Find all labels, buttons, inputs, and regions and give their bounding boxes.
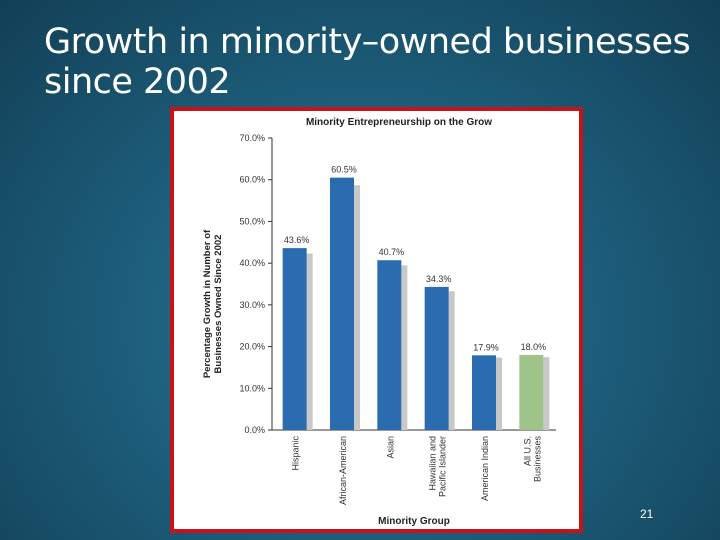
page-number: 21 xyxy=(640,507,654,521)
y-axis-label-line: Businesses Owned Since 2002 xyxy=(213,235,224,374)
bar-value-label: 34.3% xyxy=(426,274,452,284)
bar xyxy=(377,260,402,430)
x-category-label-line: All U.S. xyxy=(522,436,532,466)
bar-value-label: 60.5% xyxy=(331,165,357,175)
y-axis-label-line: Percentage Growth in Number of xyxy=(202,229,213,378)
x-category-label: African-American xyxy=(338,436,348,505)
x-category-label-line: American Indian xyxy=(480,436,490,501)
bar xyxy=(472,355,496,430)
x-category-label: Hispanic xyxy=(291,436,301,471)
x-axis-label: Minority Group xyxy=(378,516,450,527)
bar-value-label: 18.0% xyxy=(521,342,547,352)
y-tick-label: 50.0% xyxy=(239,216,265,226)
bar-value-label: 40.7% xyxy=(379,247,405,257)
slide-title: Growth in minority–owned businesses sinc… xyxy=(44,22,691,102)
y-tick-label: 60.0% xyxy=(239,175,265,185)
bar xyxy=(519,354,544,430)
x-category-label-line: Businesses xyxy=(532,436,542,483)
bar-shadow xyxy=(306,253,313,430)
x-category-label-line: Hawaiian and xyxy=(428,436,438,491)
x-category-label-line: Pacific Islander xyxy=(438,436,448,497)
chart-title: Minority Entrepreneurship on the Grow xyxy=(306,117,492,128)
y-tick-label: 0.0% xyxy=(244,425,265,435)
y-tick-label: 20.0% xyxy=(239,342,265,352)
x-category-label: All U.S. Businesses xyxy=(522,436,542,483)
y-tick-label: 30.0% xyxy=(239,300,265,310)
y-axis-label: Percentage Growth in Number of Businesses… xyxy=(202,229,224,378)
bar-value-label: 17.9% xyxy=(473,342,499,352)
y-tick-label: 40.0% xyxy=(239,258,265,268)
bar-value-label: 43.6% xyxy=(284,235,310,245)
bar-shadow xyxy=(448,291,455,430)
chart-frame: Minority Entrepreneurship on the Grow 0.… xyxy=(170,107,583,533)
y-tick-label: 10.0% xyxy=(239,383,265,393)
bar xyxy=(330,177,354,430)
bar-shadow xyxy=(401,265,408,430)
x-category-label-line: African-American xyxy=(338,436,348,505)
bar-shadow xyxy=(496,357,502,430)
y-tick-label: 70.0% xyxy=(239,133,265,143)
x-category-label-line: Hispanic xyxy=(291,436,301,471)
x-category-label-line: Asian xyxy=(385,436,395,459)
bars: 43.6% 60.5% 40.7% 34.3% 17.9% 18.0% xyxy=(282,165,550,430)
bar-chart: Minority Entrepreneurship on the Grow 0.… xyxy=(202,117,556,527)
bar-shadow xyxy=(354,185,360,430)
x-category-label: American Indian xyxy=(480,436,490,501)
x-category-label: Hawaiian and Pacific Islander xyxy=(428,436,448,497)
x-axis-category-labels: Hispanic African-American Asian Hawaiian an… xyxy=(291,436,543,506)
x-category-label: Asian xyxy=(385,436,395,459)
bar xyxy=(282,248,307,430)
bar xyxy=(424,286,449,430)
y-axis-ticks: 0.0% 10.0% 20.0% 30.0% 40.0% 50.0% 60.0% 70.0% xyxy=(239,133,272,435)
bar-shadow xyxy=(543,357,550,430)
